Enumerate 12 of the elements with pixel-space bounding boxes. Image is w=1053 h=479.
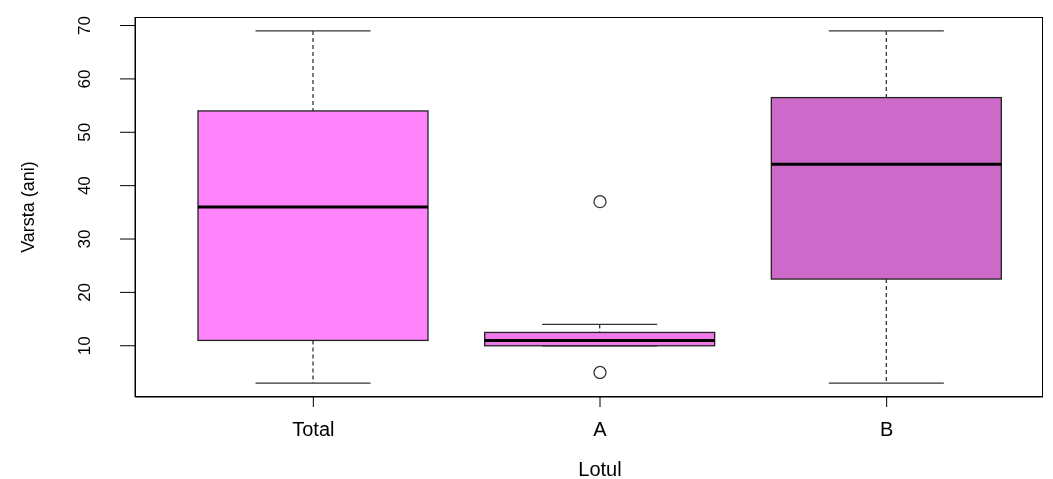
y-axis-title: Varsta (ani) xyxy=(18,161,38,253)
y-tick-label: 40 xyxy=(75,176,94,196)
y-tick-label: 20 xyxy=(75,282,94,302)
x-tick-label: B xyxy=(879,418,894,441)
y-tick-label: 60 xyxy=(75,69,94,89)
y-tick-label: 30 xyxy=(75,229,94,249)
x-tick-label: A xyxy=(593,418,608,441)
y-tick-label: 10 xyxy=(75,336,94,356)
x-tick-label: Total xyxy=(292,418,335,441)
y-tick-label: 70 xyxy=(75,16,94,35)
y-tick-label: 50 xyxy=(75,122,94,142)
x-axis-title: Lotul xyxy=(578,458,622,479)
